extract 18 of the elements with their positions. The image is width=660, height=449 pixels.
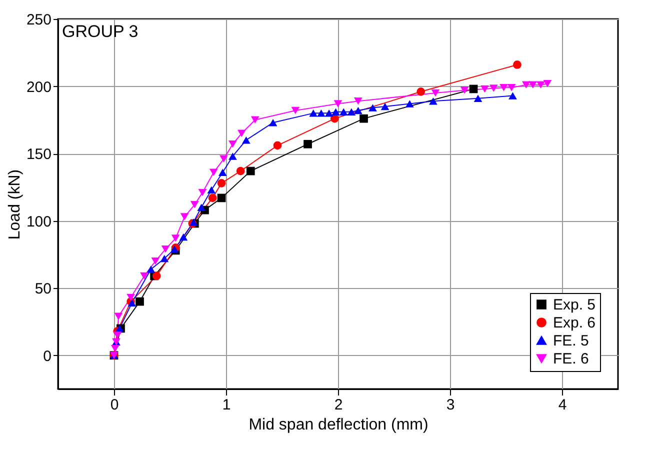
y-tick-label: 250: [26, 12, 52, 28]
x-tick-label: 3: [446, 396, 455, 414]
x-tick-label: 4: [558, 396, 567, 414]
annotation: GROUP 3: [62, 22, 138, 41]
legend-label: FE. 5: [553, 332, 589, 350]
y-axis-title: Load (kN): [6, 169, 24, 240]
legend-label: FE. 6: [553, 350, 589, 368]
y-tick-label: 50: [34, 280, 52, 298]
y-tick-label: 100: [26, 213, 52, 230]
legend-label: Exp. 5: [553, 296, 596, 314]
x-tick-label: 2: [334, 396, 343, 414]
x-tick-label: 1: [222, 396, 231, 414]
y-tick-label: 150: [26, 146, 52, 164]
x-axis-title: Mid span deflection (mm): [248, 416, 428, 434]
x-tick-label: 0: [110, 396, 119, 414]
y-tick-label: 200: [26, 78, 52, 96]
legend-label: Exp. 6: [553, 314, 596, 332]
y-tick-label: 0: [43, 348, 52, 365]
